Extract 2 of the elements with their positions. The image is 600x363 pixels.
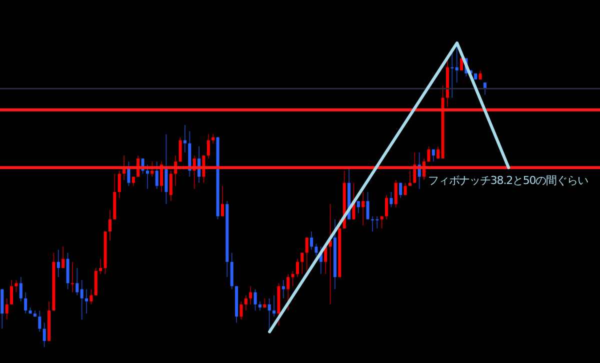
- candlestick: [460, 58, 464, 71]
- annotation: フィボナッチ38.2と50の間ぐらい: [428, 173, 588, 188]
